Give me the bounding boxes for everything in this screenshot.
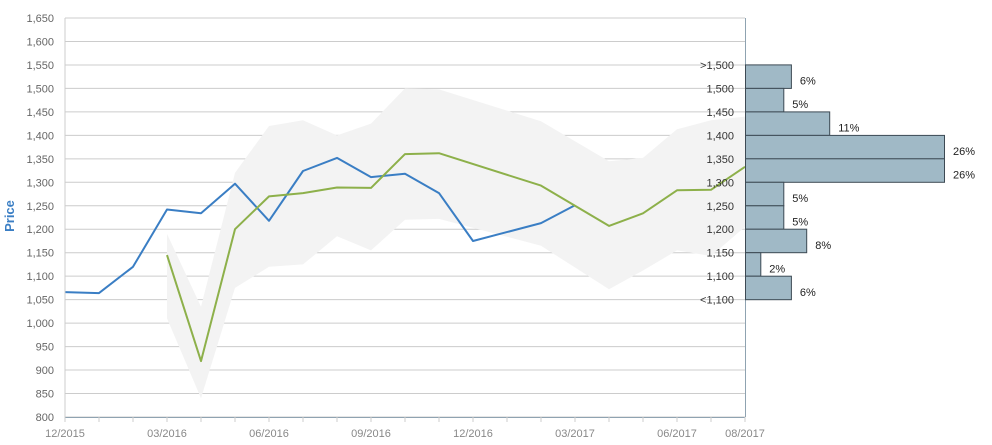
- distribution-percent-label: 26%: [953, 146, 975, 158]
- y-tick-label: 1,650: [26, 13, 54, 25]
- distribution-bin-label: 1,150: [706, 248, 734, 260]
- x-tick-label: 12/2015: [45, 428, 85, 440]
- distribution-bar: [745, 158, 945, 183]
- forecast-range-band: [167, 88, 745, 399]
- distribution-bin-label: 1,500: [706, 83, 734, 95]
- distribution-bin-label: 1,250: [706, 201, 734, 213]
- x-tick-label: 08/2017: [725, 428, 765, 440]
- y-tick-label: 1,200: [26, 224, 54, 236]
- distribution-bin-label: 1,100: [706, 271, 734, 283]
- distribution-bar: [745, 228, 808, 254]
- distribution-bar: [745, 134, 945, 160]
- y-tick-label: 1,350: [26, 154, 54, 166]
- y-tick-label: 1,100: [26, 271, 54, 283]
- y-tick-label: 950: [36, 342, 54, 354]
- distribution-bar: [745, 181, 785, 207]
- distribution-bar: [745, 205, 785, 230]
- distribution-bin-label: 1,350: [706, 154, 734, 166]
- series-line-2: [166, 152, 746, 363]
- y-tick-label: 800: [36, 412, 54, 424]
- distribution-percent-label: 5%: [792, 217, 808, 229]
- y-tick-label: 1,500: [26, 83, 54, 95]
- y-tick-label: 1,450: [26, 107, 54, 119]
- distribution-bar: [745, 111, 831, 136]
- y-tick-label: 1,600: [26, 36, 54, 48]
- y-tick-label: 900: [36, 365, 54, 377]
- x-axis-tick-labels: 12/2015 03/2016 06/2016 09/2016 12/2016 03/20…: [45, 428, 765, 440]
- distribution-bin-label: <1,100: [700, 295, 734, 307]
- distribution-bin-label: 1,300: [706, 177, 734, 189]
- forecast-band-area: [167, 88, 745, 399]
- distribution-bar: [745, 275, 792, 301]
- y-tick-label: 1,050: [26, 295, 54, 307]
- y-tick-label: 1,150: [26, 248, 54, 260]
- distribution-percent-label: 8%: [815, 240, 831, 252]
- distribution-bar: [745, 252, 762, 277]
- distribution-percent-label: 26%: [953, 170, 975, 182]
- y-axis-label: Price: [2, 200, 17, 232]
- distribution-percent-label: 5%: [792, 193, 808, 205]
- distribution-percent-label: 11%: [838, 123, 859, 135]
- distribution-bin-label: >1,500: [700, 60, 734, 72]
- price-distribution-histogram: 6% >1,500 5% 1,500 11% 1,450 26% 1,400 26% 1,350 5…: [700, 60, 975, 307]
- x-tick-label: 03/2017: [555, 428, 595, 440]
- x-tick-label: 06/2016: [249, 428, 289, 440]
- distribution-bin-label: 1,450: [706, 107, 734, 119]
- distribution-percent-label: 2%: [769, 263, 785, 275]
- distribution-bar: [745, 64, 792, 89]
- x-tick-label: 12/2016: [453, 428, 493, 440]
- x-tick-label: 09/2016: [351, 428, 391, 440]
- distribution-bin-label: 1,200: [706, 224, 734, 236]
- distribution-bin-label: 1,400: [706, 130, 734, 142]
- x-tick-label: 06/2017: [657, 428, 697, 440]
- y-tick-label: 1,000: [26, 318, 54, 330]
- y-tick-label: 1,400: [26, 130, 54, 142]
- series-lines: [64, 152, 746, 363]
- y-tick-label: 1,300: [26, 177, 54, 189]
- y-tick-label: 1,250: [26, 201, 54, 213]
- distribution-bar: [745, 87, 785, 113]
- series-line-1: [64, 156, 576, 295]
- x-tick-label: 03/2016: [147, 428, 187, 440]
- y-axis-tick-labels: 800 850 900 950 1,000 1,050 1,100 1,150 1,200 1,2…: [26, 13, 54, 424]
- distribution-percent-label: 6%: [800, 287, 816, 299]
- distribution-percent-label: 6%: [800, 76, 816, 88]
- distribution-percent-label: 5%: [792, 99, 808, 111]
- y-tick-label: 1,550: [26, 60, 54, 72]
- y-tick-label: 850: [36, 389, 54, 401]
